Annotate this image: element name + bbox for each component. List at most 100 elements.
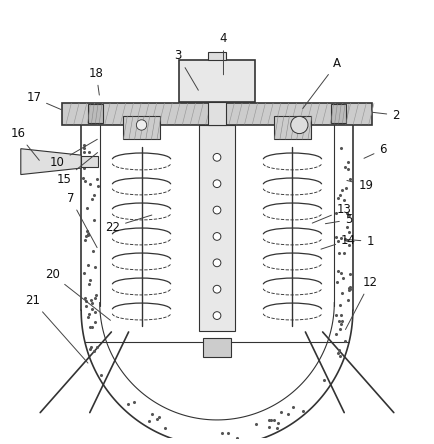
Point	[86, 180, 93, 187]
Point	[334, 194, 341, 202]
Bar	[203, 338, 231, 357]
Point	[339, 186, 345, 193]
Point	[90, 247, 97, 254]
Point	[87, 344, 94, 351]
Point	[81, 295, 88, 302]
Text: 17: 17	[26, 91, 61, 110]
Text: 12: 12	[345, 276, 378, 329]
Point	[339, 289, 345, 297]
Point	[300, 407, 307, 414]
Point	[146, 418, 153, 425]
Point	[94, 343, 101, 350]
Point	[267, 416, 274, 424]
Bar	[88, 104, 103, 123]
Point	[153, 416, 160, 423]
Point	[98, 371, 105, 378]
Point	[336, 318, 343, 325]
Circle shape	[136, 120, 147, 130]
Point	[344, 224, 351, 231]
Point	[92, 263, 99, 270]
Text: 10: 10	[50, 139, 97, 169]
Circle shape	[213, 206, 221, 214]
Point	[84, 204, 91, 211]
Point	[342, 164, 349, 171]
Point	[335, 238, 342, 245]
Point	[265, 423, 272, 430]
Point	[337, 311, 344, 318]
Point	[340, 250, 347, 257]
Text: 4: 4	[220, 32, 227, 75]
Point	[336, 191, 343, 198]
Point	[333, 312, 340, 319]
Point	[81, 270, 88, 277]
Point	[155, 413, 162, 420]
Text: 20: 20	[45, 268, 111, 320]
Point	[347, 286, 354, 293]
Point	[80, 174, 87, 182]
Point	[81, 149, 88, 156]
Point	[345, 241, 352, 248]
Circle shape	[291, 116, 308, 134]
Point	[91, 318, 98, 325]
Point	[273, 424, 280, 431]
Point	[333, 331, 340, 338]
Point	[131, 398, 138, 405]
Point	[336, 352, 343, 359]
Text: 3: 3	[174, 49, 198, 90]
Point	[225, 429, 232, 436]
Point	[90, 191, 97, 198]
Point	[125, 400, 132, 408]
Text: 1: 1	[347, 235, 374, 248]
Point	[89, 305, 96, 313]
Point	[84, 227, 91, 234]
Text: 6: 6	[364, 143, 387, 159]
Text: 19: 19	[347, 179, 373, 192]
Point	[345, 166, 352, 173]
Point	[86, 276, 93, 283]
Point	[340, 274, 347, 281]
Circle shape	[213, 285, 221, 293]
Text: 7: 7	[67, 192, 97, 248]
Point	[342, 185, 349, 192]
Point	[337, 270, 344, 277]
Point	[81, 165, 88, 172]
Point	[346, 284, 353, 291]
Point	[274, 419, 281, 426]
Point	[342, 338, 349, 345]
Text: 18: 18	[89, 67, 104, 95]
Point	[253, 420, 260, 427]
Point	[344, 237, 351, 244]
Circle shape	[213, 154, 221, 161]
Point	[346, 286, 353, 293]
Point	[83, 233, 90, 240]
Point	[91, 294, 98, 301]
Point	[89, 154, 95, 161]
Point	[218, 430, 225, 437]
Text: 2: 2	[373, 108, 400, 122]
Circle shape	[213, 180, 221, 187]
Point	[84, 314, 91, 321]
Point	[345, 212, 352, 219]
Point	[337, 325, 344, 333]
Point	[148, 410, 155, 417]
Text: 13: 13	[312, 203, 352, 223]
Point	[332, 234, 339, 241]
Point	[85, 280, 92, 287]
Bar	[207, 52, 227, 60]
Text: 21: 21	[25, 294, 88, 363]
Point	[289, 404, 296, 411]
Point	[340, 196, 347, 203]
Point	[334, 267, 341, 274]
Point	[321, 376, 328, 383]
Bar	[274, 116, 311, 139]
Bar	[179, 60, 255, 102]
Point	[337, 234, 344, 241]
Point	[346, 176, 353, 183]
Point	[336, 250, 343, 257]
Text: 22: 22	[105, 215, 152, 234]
Point	[85, 232, 92, 239]
Point	[233, 435, 240, 442]
Point	[94, 159, 101, 166]
Point	[87, 345, 94, 352]
Polygon shape	[21, 149, 81, 174]
